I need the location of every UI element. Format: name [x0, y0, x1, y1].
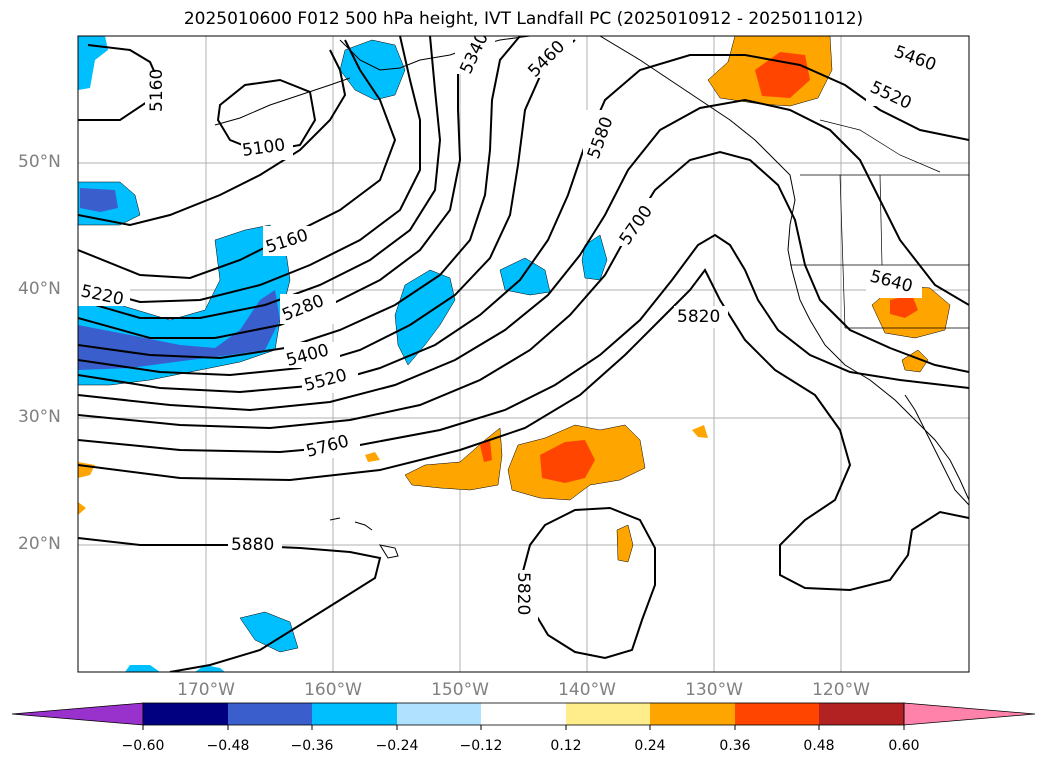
- contour-label-5160-north: 5160: [147, 69, 167, 112]
- contour-label-5820-south: 5820: [513, 572, 533, 615]
- colorbar-bin-8: [735, 703, 819, 725]
- negative-region-west-deep: [78, 290, 280, 370]
- lon-label-150w: 150°W: [431, 680, 489, 700]
- lon-label-160w: 160°W: [304, 680, 362, 700]
- colorbar-bin-7: [650, 703, 735, 725]
- negative-region-central-2: [499, 257, 551, 296]
- contour-5160-west: [78, 49, 347, 227]
- bc-alberta-border: [819, 119, 941, 173]
- colorbar-extend-right: [903, 702, 1036, 726]
- lon-label-170w: 170°W: [177, 680, 235, 700]
- lat-label-40n: 40°N: [18, 279, 61, 299]
- lat-label-20n: 20°N: [18, 534, 61, 554]
- positive-region-small-2: [692, 425, 708, 438]
- colorbar-extend-left: [11, 702, 144, 726]
- colorbar-bin-6: [566, 703, 650, 725]
- positive-region-west-streak: [404, 427, 503, 491]
- contour-5340: [78, 36, 442, 319]
- lat-label-50n: 50°N: [18, 152, 61, 172]
- colorbar-tick-label: 0.60: [888, 738, 920, 754]
- contour-5820-south: [520, 506, 656, 660]
- map-title: 2025010600 F012 500 hPa height, IVT Land…: [183, 9, 864, 29]
- aleutian-chain: [214, 77, 351, 126]
- contour-labels: 5160 5100 5340 5460 5460 5520 5580 5700 …: [78, 36, 946, 624]
- contour-5100: [216, 78, 317, 154]
- positive-ivt-regions: [78, 36, 951, 563]
- positive-region-baja: [901, 349, 929, 373]
- baja-coast: [904, 394, 969, 506]
- negative-region-central-3: [581, 234, 608, 281]
- colorbar-tick-marks: [142, 725, 905, 730]
- colorbar-frame: [142, 702, 905, 726]
- colorbar-bin-1: [143, 703, 228, 725]
- colorbar-tick-label: 0.24: [634, 738, 666, 754]
- contour-5220: [78, 39, 397, 280]
- lon-label-120w: 120°W: [812, 680, 870, 700]
- contour-label-5820-central: 5820: [677, 307, 720, 327]
- positive-region-small-1: [365, 452, 380, 462]
- contour-5700: [78, 150, 969, 430]
- negative-region-alaska: [339, 39, 406, 101]
- negative-ivt-regions: [78, 36, 608, 672]
- colorbar-tick-label: 0.48: [803, 738, 835, 754]
- lat-label-30n: 30°N: [18, 407, 61, 427]
- colorbar-bin-3: [312, 703, 397, 725]
- colorbar-bin-9: [819, 703, 904, 725]
- negative-region-nw-deep: [80, 188, 118, 212]
- contour-5520: [78, 39, 576, 377]
- positive-region-west-streak-core: [480, 440, 492, 462]
- north-america-west-coast: [599, 36, 969, 501]
- contour-label-5880: 5880: [231, 535, 274, 555]
- contour-5460: [78, 36, 521, 360]
- negative-region-south: [239, 611, 299, 653]
- height-contours: [78, 36, 969, 672]
- colorbar-tick-label: −0.48: [206, 738, 250, 754]
- colorbar-tick-label: −0.24: [375, 738, 419, 754]
- colorbar-tick-label: 0.36: [719, 738, 751, 754]
- colorbar-bin-2: [228, 703, 312, 725]
- positive-region-small-3: [616, 524, 634, 563]
- lon-label-130w: 130°W: [685, 680, 743, 700]
- contour-5760: [78, 233, 969, 454]
- colorbar-bin-4: [397, 703, 481, 725]
- hawaii-islands: [329, 517, 399, 559]
- political-boundaries: [790, 119, 969, 329]
- contour-5880: [78, 537, 382, 672]
- contour-5280: [78, 36, 421, 304]
- map-frame: [77, 35, 970, 673]
- contour-5820-main: [78, 268, 969, 592]
- negative-region-bottom: [125, 665, 225, 672]
- state-lines: [790, 174, 969, 329]
- colorbar-tick-label: −0.12: [459, 738, 503, 754]
- colorbar-bin-5: [481, 703, 566, 725]
- contour-5640: [78, 98, 969, 412]
- colorbar-tick-label: −0.36: [290, 738, 334, 754]
- colorbar-tick-label: −0.60: [121, 738, 165, 754]
- negative-region-corner: [78, 36, 108, 90]
- colorbar-tick-label: 0.12: [550, 738, 582, 754]
- lon-label-140w: 140°W: [558, 680, 616, 700]
- positive-region-bc-core: [890, 295, 918, 318]
- contour-5400: [78, 36, 463, 339]
- positive-region-edge: [78, 462, 95, 515]
- colorbar: [11, 702, 1036, 730]
- positive-region-subtropical-core: [540, 440, 595, 483]
